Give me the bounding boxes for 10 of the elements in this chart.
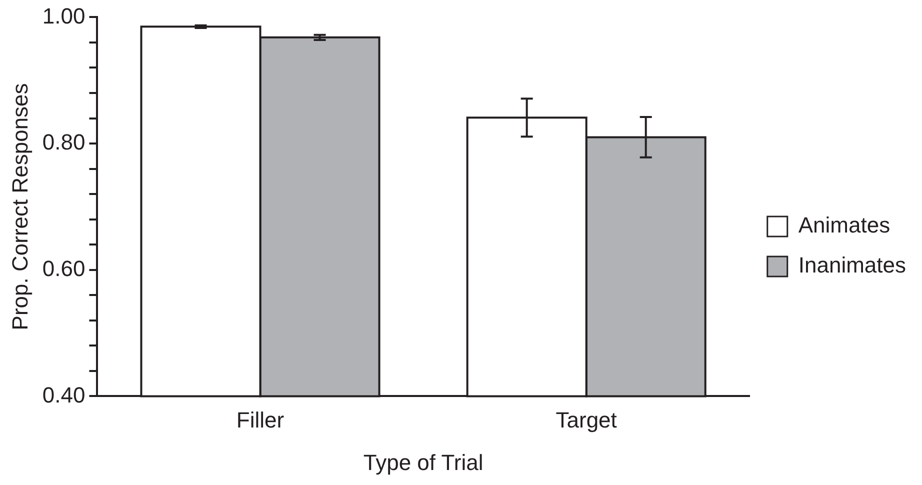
y-tick-label: 0.80 [42,130,86,155]
x-tick-label: Target [556,407,617,432]
x-axis-title: Type of Trial [363,450,484,475]
y-tick-label: 1.00 [42,3,86,28]
y-tick-label: 0.60 [42,256,86,281]
y-tick-label: 0.40 [42,382,86,408]
legend-label: Inanimates [798,252,906,278]
y-axis-title: Prop. Correct Responses [7,83,32,330]
legend-label: Animates [798,212,890,238]
x-tick-label: Filler [236,407,284,432]
